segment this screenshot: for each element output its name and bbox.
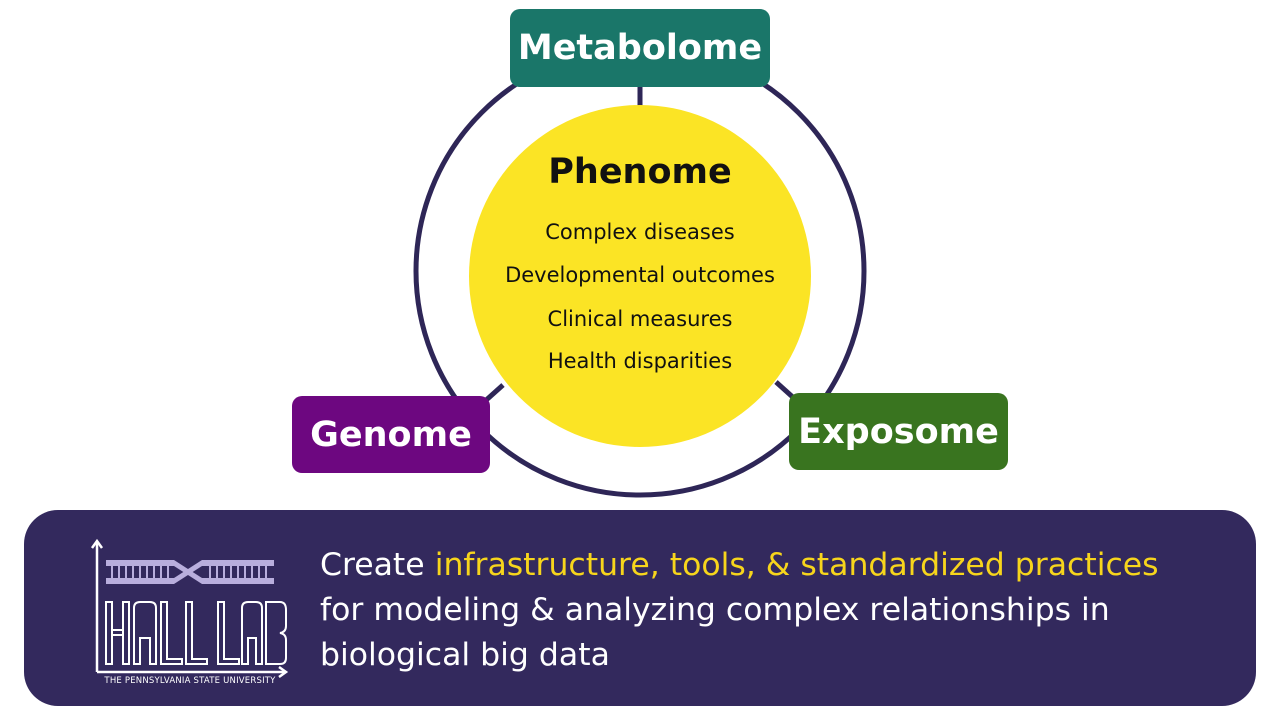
mission-highlight: infrastructure, tools, & standardized pr… <box>434 547 1159 583</box>
phenome-item: Complex diseases <box>545 220 735 244</box>
mission-banner: HALL LAB <box>24 510 1256 706</box>
mission-text-prefix: Create <box>320 547 435 583</box>
exposome-node: Exposome <box>789 393 1008 470</box>
phenome-item: Health disparities <box>547 349 733 373</box>
phenome-item: Clinical measures <box>547 307 733 331</box>
mission-text-rest: for modeling & analyzing complex relatio… <box>320 592 1110 673</box>
hall-lab-logo: HALL LAB <box>90 538 290 690</box>
mission-statement: Create infrastructure, tools, & standard… <box>320 543 1250 678</box>
genome-node: Genome <box>292 396 490 473</box>
logo-subtitle: The Pennsylvania State University <box>104 676 276 686</box>
hall-lab-logo-graphic: HALL LAB <box>90 538 289 679</box>
metabolome-node: Metabolome <box>510 9 770 87</box>
phenome-item: Developmental outcomes <box>505 263 775 287</box>
phenome-title: Phenome <box>548 152 732 192</box>
phenome-circle <box>469 105 811 447</box>
